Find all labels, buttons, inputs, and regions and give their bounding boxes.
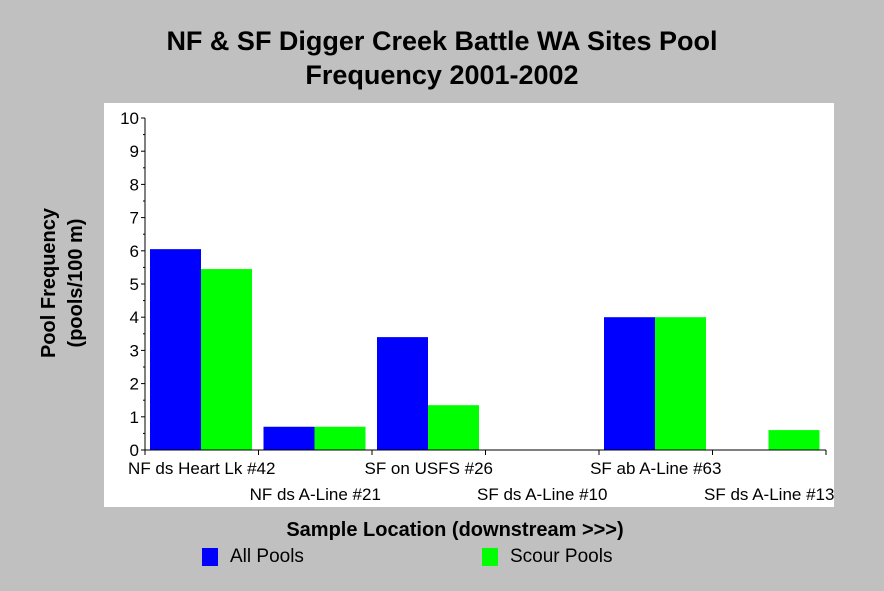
x-tick-label-3: SF ds A-Line #10 — [477, 485, 607, 504]
y-axis-label-line-1: Pool Frequency — [38, 207, 60, 358]
y-tick-label-3: 3 — [130, 341, 139, 360]
legend-item-scour-pools: Scour Pools — [482, 546, 612, 568]
chart-title: NF & SF Digger Creek Battle WA Sites Poo… — [0, 24, 884, 92]
chart-title-line-1: NF & SF Digger Creek Battle WA Sites Poo… — [166, 26, 718, 56]
legend-label-scour-pools: Scour Pools — [510, 546, 613, 567]
bar-all-pools-0 — [150, 249, 201, 450]
y-axis-label-line-2: (pools/100 m) — [65, 219, 87, 348]
bar-all-pools-4 — [604, 317, 655, 450]
x-tick-label-1: NF ds A-Line #21 — [250, 485, 381, 504]
legend-item-all-pools: All Pools — [202, 546, 304, 568]
bar-scour-pools-5 — [768, 430, 820, 450]
bar-scour-pools-0 — [201, 269, 252, 450]
x-tick-label-0: NF ds Heart Lk #42 — [128, 459, 275, 478]
x-tick-label-2: SF on USFS #26 — [364, 459, 493, 478]
bar-scour-pools-2 — [428, 405, 479, 450]
x-tick-label-5: SF ds A-Line #13 — [704, 485, 834, 504]
y-tick-label-4: 4 — [130, 308, 139, 327]
chart-title-line-2: Frequency 2001-2002 — [305, 60, 579, 90]
y-tick-label-7: 7 — [130, 209, 139, 228]
y-tick-label-6: 6 — [130, 242, 139, 261]
legend-label-all-pools: All Pools — [230, 546, 304, 567]
bar-all-pools-1 — [263, 426, 315, 450]
legend-swatch-scour-pools — [482, 548, 498, 566]
bar-scour-pools-1 — [314, 426, 366, 450]
y-tick-label-8: 8 — [130, 175, 139, 194]
y-tick-label-2: 2 — [130, 375, 139, 394]
y-tick-label-10: 10 — [120, 109, 139, 128]
x-tick-label-4: SF ab A-Line #63 — [590, 459, 721, 478]
y-tick-label-1: 1 — [130, 408, 139, 427]
y-tick-label-0: 0 — [130, 441, 139, 460]
bar-all-pools-2 — [377, 337, 428, 450]
y-tick-label-9: 9 — [130, 142, 139, 161]
bar-scour-pools-4 — [655, 317, 706, 450]
legend-swatch-all-pools — [202, 548, 218, 566]
x-axis-label: Sample Location (downstream >>>) — [286, 519, 623, 541]
y-tick-label-5: 5 — [130, 275, 139, 294]
